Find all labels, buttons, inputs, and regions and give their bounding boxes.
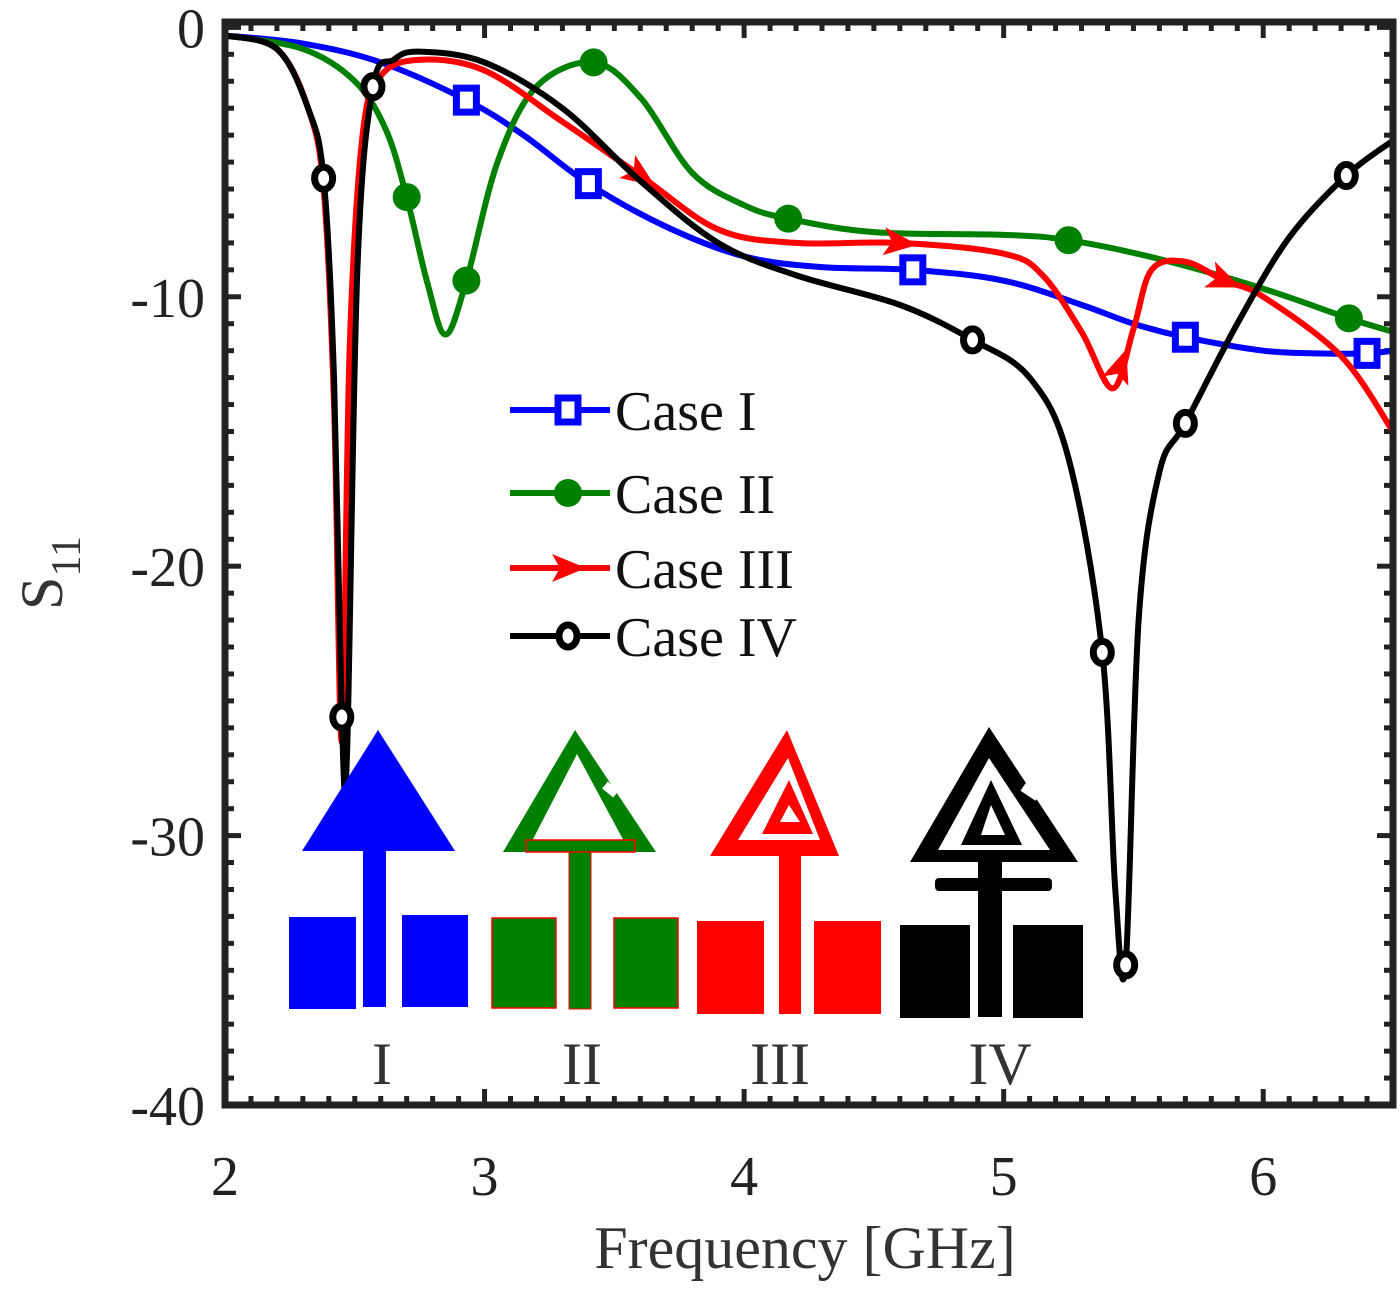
inset-label-iii: III xyxy=(750,1031,810,1097)
arrow-marker xyxy=(552,554,586,582)
y-axis-label-main: S xyxy=(9,577,75,610)
triangle-slot-gaps xyxy=(602,779,1041,801)
open-circle-marker xyxy=(329,702,355,732)
y-tick-label: 0 xyxy=(177,0,205,60)
x-axis-label: Frequency [GHz] xyxy=(594,1215,1016,1281)
y-tick-label: -40 xyxy=(130,1076,205,1138)
open-circle-marker xyxy=(1333,161,1359,191)
open-circle-marker xyxy=(1113,950,1139,980)
arrow-marker xyxy=(1101,349,1129,386)
y-axis-label-subscript: 11 xyxy=(44,536,90,576)
series-line xyxy=(224,32,1395,983)
open-circle-marker xyxy=(311,163,337,193)
inset-label-ii: II xyxy=(562,1031,602,1097)
antenna-case-i xyxy=(289,730,468,1009)
y-tick-label: -20 xyxy=(130,537,205,599)
legend-label: Case I xyxy=(615,381,757,443)
legend-entry: Case II xyxy=(510,464,775,526)
filled-circle-marker xyxy=(554,479,582,507)
legend-entry: Case I xyxy=(510,381,757,443)
filled-circle-marker xyxy=(392,183,421,212)
series-lines xyxy=(224,32,1396,983)
y-axis-label: S11 xyxy=(9,536,90,610)
open-circle-marker xyxy=(555,621,581,651)
filled-circle-marker xyxy=(579,48,608,77)
inset-label-i: I xyxy=(372,1031,392,1097)
antenna-case-iv xyxy=(900,727,1083,1018)
filled-circle-marker xyxy=(452,266,481,295)
open-circle-marker xyxy=(960,325,986,355)
legend-label: Case III xyxy=(615,539,794,601)
x-tick-label: 3 xyxy=(471,1146,499,1208)
square-marker xyxy=(574,168,602,200)
square-marker xyxy=(554,394,582,426)
antenna-case-ii xyxy=(470,730,679,1010)
legend-label: Case IV xyxy=(615,607,797,669)
filled-circle-marker xyxy=(1054,226,1083,255)
filled-circle-marker xyxy=(1334,304,1363,333)
x-tick-label: 5 xyxy=(990,1146,1018,1208)
inset-label-iv: IV xyxy=(968,1031,1031,1097)
open-circle-marker xyxy=(1172,408,1198,438)
series-case-ii xyxy=(224,32,1394,338)
x-tick-label: 6 xyxy=(1249,1146,1277,1208)
legend-entry: Case IV xyxy=(510,607,797,669)
open-circle-marker xyxy=(360,72,386,102)
plot-frame xyxy=(221,18,1397,1109)
series-case-iii xyxy=(224,32,1396,745)
x-tick-label: 4 xyxy=(730,1146,758,1208)
square-marker xyxy=(1171,321,1199,353)
legend-entry: Case III xyxy=(510,539,794,601)
series-case-i xyxy=(224,32,1394,369)
square-marker xyxy=(1353,337,1381,369)
svg-text:S11: S11 xyxy=(9,536,90,610)
filled-circle-marker xyxy=(774,204,803,233)
antenna-case-iii xyxy=(697,730,881,1014)
legend-label: Case II xyxy=(615,464,775,526)
open-circle-marker xyxy=(1089,637,1115,667)
square-marker xyxy=(452,84,480,116)
arrow-marker xyxy=(882,227,918,256)
square-marker xyxy=(899,254,927,286)
antenna-insets: I II III IV xyxy=(289,727,1083,1097)
series-line xyxy=(224,32,1396,745)
series-case-iv xyxy=(224,32,1395,983)
x-tick-label: 2 xyxy=(211,1146,239,1208)
y-tick-label: -30 xyxy=(130,807,205,869)
arrow-marker xyxy=(1204,261,1241,288)
arrow-marker xyxy=(619,154,656,186)
y-tick-label: -10 xyxy=(130,268,205,330)
